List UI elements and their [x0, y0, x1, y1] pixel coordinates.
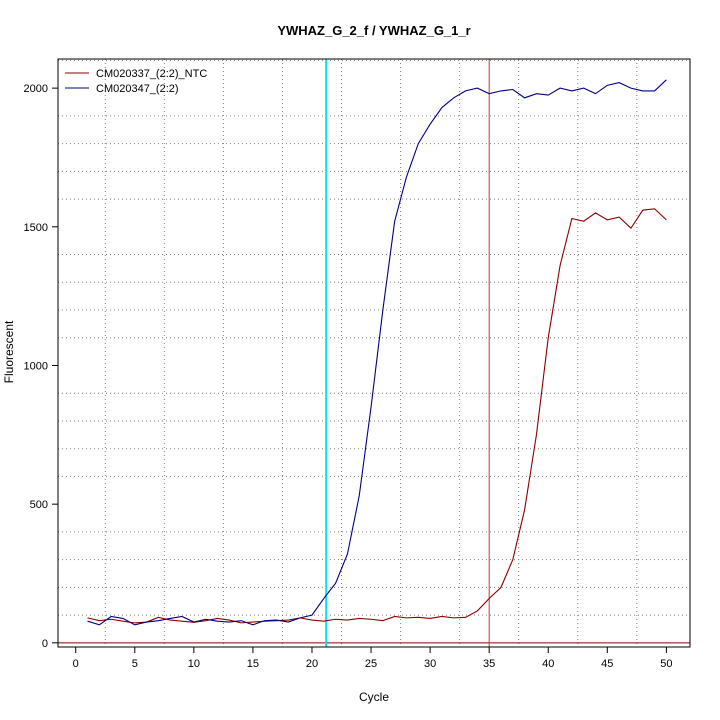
x-tick-label: 40 [542, 658, 554, 670]
x-tick-label: 15 [247, 658, 259, 670]
y-axis-label: Fluorescent [2, 320, 16, 383]
y-tick-label: 2000 [24, 83, 48, 95]
x-axis-label: Cycle [359, 690, 389, 704]
x-tick-label: 10 [188, 658, 200, 670]
x-tick-label: 5 [132, 658, 138, 670]
grid-layer [58, 59, 690, 647]
series-line-2 [87, 79, 667, 626]
plot-frame [57, 58, 691, 648]
x-tick-label: 0 [73, 658, 79, 670]
series-line-1 [87, 208, 667, 624]
series-layer [87, 79, 667, 626]
x-tick-label: 30 [424, 658, 436, 670]
chart-title: YWHAZ_G_2_f / YWHAZ_G_1_r [277, 23, 470, 38]
reference-lines [58, 59, 690, 647]
legend-label-2: CM020347_(2:2) [96, 83, 179, 95]
x-tick-label: 35 [483, 658, 495, 670]
x-tick-label: 50 [660, 658, 672, 670]
y-tick-label: 1000 [24, 360, 48, 372]
legend: CM020337_(2:2)_NTC CM020347_(2:2) [65, 68, 207, 95]
x-tick-label: 45 [601, 658, 613, 670]
y-axis: 0 500 1000 1500 2000 [24, 83, 58, 650]
x-tick-label: 20 [306, 658, 318, 670]
x-tick-label: 25 [365, 658, 377, 670]
y-tick-label: 1500 [24, 222, 48, 234]
legend-label-1: CM020337_(2:2)_NTC [96, 68, 207, 80]
x-axis: 0 5 10 15 20 25 30 35 40 45 50 [73, 647, 672, 670]
y-tick-label: 0 [42, 638, 48, 650]
y-tick-label: 500 [30, 499, 48, 511]
